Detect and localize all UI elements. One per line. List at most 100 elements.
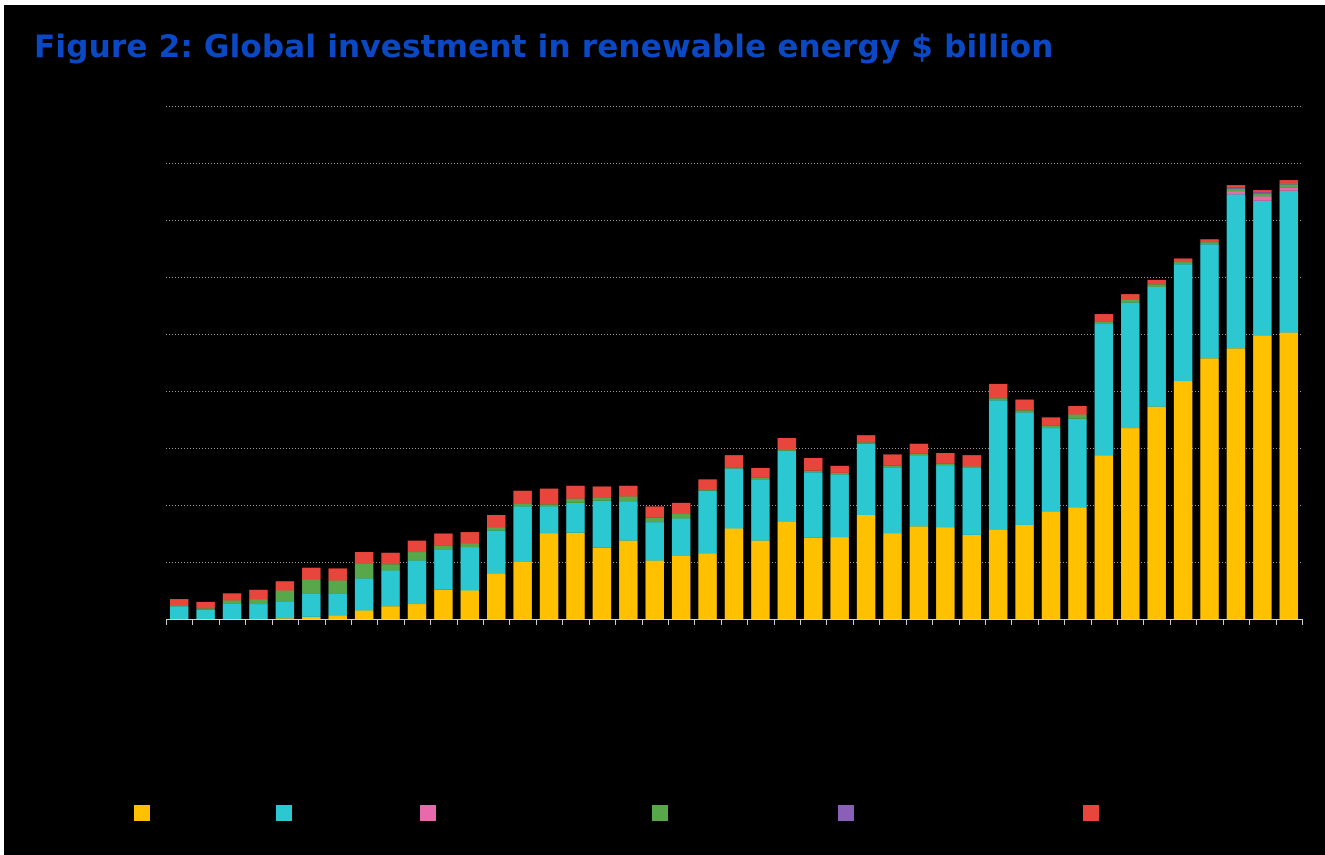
bar-segment-series-2 <box>354 578 374 611</box>
bar-stack <box>1094 314 1114 620</box>
bar-segment-series-1 <box>460 590 480 619</box>
legend-swatch <box>134 805 150 821</box>
bar-stack <box>592 486 612 619</box>
bar-segment-series-4 <box>275 590 295 602</box>
bar-segment-series-1 <box>592 547 612 619</box>
bar-segment-series-2 <box>1041 428 1061 512</box>
bar-segment-series-4 <box>1068 414 1087 419</box>
bar-segment-series-4 <box>407 552 427 561</box>
bar-segment-series-6 <box>830 465 849 473</box>
bar-stack <box>460 532 480 619</box>
bar-series <box>169 180 1299 620</box>
bar-segment-series-6 <box>513 490 532 504</box>
bar-stack <box>328 568 347 619</box>
bar-segment-series-1 <box>856 514 876 619</box>
bar-segment-series-6 <box>671 502 691 514</box>
bar-segment-series-1 <box>698 553 717 619</box>
bar-segment-series-1 <box>830 537 849 619</box>
bar-segment-series-2 <box>566 502 585 533</box>
bar-segment-series-4 <box>1121 299 1140 303</box>
bar-segment-series-6 <box>724 455 744 468</box>
bar-segment-series-4 <box>856 442 876 444</box>
bar-segment-series-4 <box>777 449 797 451</box>
bar-segment-series-5 <box>1226 187 1246 189</box>
bar-segment-series-2 <box>486 530 506 574</box>
bar-segment-series-5 <box>1279 182 1299 185</box>
bar-segment-series-4 <box>566 498 585 503</box>
bar-segment-series-6 <box>619 485 638 497</box>
bar-segment-series-1 <box>804 537 823 619</box>
bar-stack <box>1068 405 1087 619</box>
bar-segment-series-3 <box>1279 187 1299 191</box>
bar-segment-series-2 <box>856 443 876 515</box>
bar-segment-series-1 <box>381 606 400 619</box>
bar-segment-series-1 <box>302 616 321 619</box>
bar-stack <box>988 383 1008 619</box>
bar-segment-series-2 <box>962 467 982 535</box>
bar-segment-series-6 <box>1147 279 1166 285</box>
bar-segment-series-4 <box>539 504 559 507</box>
bar-segment-series-2 <box>1253 200 1272 336</box>
bar-segment-series-1 <box>407 604 427 619</box>
bar-stack <box>962 455 982 619</box>
bar-segment-series-2 <box>169 606 189 619</box>
bar-stack <box>566 485 585 619</box>
bar-segment-series-2 <box>724 468 744 529</box>
bar-segment-series-4 <box>592 497 612 501</box>
bar-stack <box>434 533 453 619</box>
bar-stack <box>196 601 215 619</box>
legend-swatch <box>276 805 292 821</box>
bar-stack <box>1226 185 1246 619</box>
bar-stack <box>1279 180 1299 619</box>
bar-segment-series-2 <box>645 522 664 561</box>
bar-segment-series-4 <box>804 470 823 473</box>
bar-segment-series-6 <box>1200 239 1219 243</box>
bar-segment-series-2 <box>909 455 929 527</box>
bar-segment-series-4 <box>328 580 347 594</box>
bar-segment-series-6 <box>169 599 189 606</box>
bar-stack <box>513 490 532 619</box>
bar-segment-series-1 <box>1147 406 1166 619</box>
bar-segment-series-1 <box>1279 332 1299 619</box>
bar-segment-series-4 <box>513 503 532 507</box>
bar-stack <box>1041 417 1061 619</box>
bar-segment-series-2 <box>1279 190 1299 333</box>
bar-segment-series-2 <box>936 465 955 528</box>
bar-segment-series-6 <box>1226 185 1246 188</box>
bar-segment-series-2 <box>513 506 532 562</box>
bar-segment-series-2 <box>249 604 268 619</box>
bar-stack <box>751 467 770 620</box>
bar-segment-series-5 <box>1253 192 1272 194</box>
bar-segment-series-6 <box>1041 417 1061 426</box>
legend-swatch <box>652 805 668 821</box>
bar-segment-series-2 <box>222 603 242 619</box>
bar-segment-series-1 <box>645 560 664 619</box>
bar-stack <box>909 443 929 620</box>
bar-segment-series-1 <box>619 540 638 620</box>
bar-segment-series-4 <box>1041 425 1061 429</box>
bar-segment-series-2 <box>460 547 480 591</box>
bar-segment-series-1 <box>1094 455 1114 620</box>
bar-stack <box>302 567 321 619</box>
bar-segment-series-4 <box>619 496 638 502</box>
bar-stack <box>883 454 902 619</box>
bar-segment-series-1 <box>1200 358 1219 619</box>
bar-stack <box>486 514 506 619</box>
bar-segment-series-1 <box>1253 335 1272 619</box>
bar-segment-series-1 <box>988 529 1008 619</box>
bar-segment-series-6 <box>539 488 559 505</box>
bar-segment-series-1 <box>724 528 744 619</box>
bar-stack <box>724 455 744 619</box>
bar-segment-series-4 <box>196 608 215 610</box>
legend-swatch <box>1083 805 1099 821</box>
bar-segment-series-4 <box>962 466 982 468</box>
bar-segment-series-4 <box>354 563 374 579</box>
bar-segment-series-4 <box>909 453 929 456</box>
bar-segment-series-4 <box>751 477 770 480</box>
bar-segment-series-4 <box>1279 184 1299 188</box>
chart-title: Figure 2: Global investment in renewable… <box>34 29 1054 65</box>
bar-segment-series-4 <box>1173 262 1193 265</box>
bar-segment-series-6 <box>751 467 770 478</box>
bar-segment-series-4 <box>460 543 480 548</box>
bar-stack <box>619 485 638 620</box>
